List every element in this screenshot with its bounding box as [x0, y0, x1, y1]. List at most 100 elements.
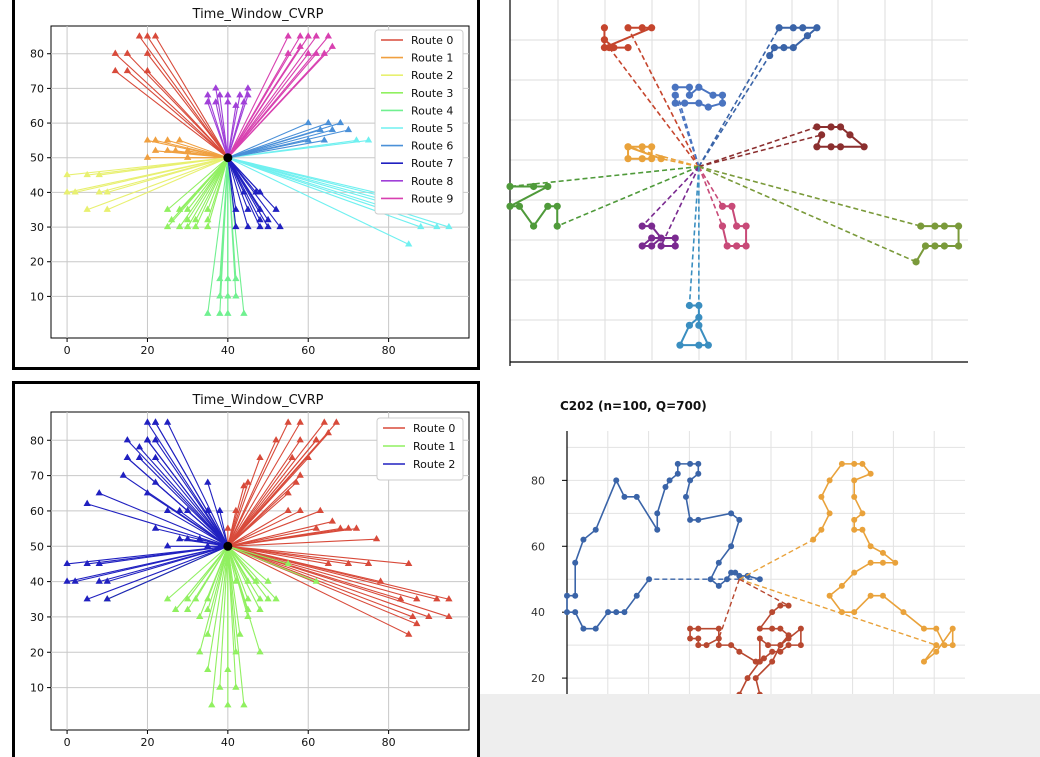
- customer-point: [760, 655, 767, 662]
- customer-point: [605, 44, 613, 52]
- customer-point: [687, 477, 694, 484]
- route-edge: [139, 457, 229, 547]
- route-edge: [86, 157, 229, 211]
- customer-point: [572, 592, 579, 599]
- customer-point: [324, 429, 332, 436]
- customer-point: [600, 36, 609, 44]
- customer-point: [867, 559, 874, 566]
- customer-point: [715, 625, 722, 632]
- route-edge: [207, 157, 229, 210]
- customer-point: [580, 625, 587, 632]
- customer-point: [324, 118, 332, 126]
- customer-point: [695, 321, 703, 329]
- route-edge: [227, 129, 333, 159]
- customer-point: [103, 188, 111, 195]
- customer-point: [324, 32, 332, 39]
- customer-point: [192, 222, 200, 230]
- route-edge: [227, 139, 325, 159]
- depot-marker: [223, 153, 233, 163]
- route-edge: [227, 545, 269, 583]
- customer-point: [867, 592, 874, 599]
- route-edge: [211, 546, 229, 706]
- customer-point: [657, 234, 665, 242]
- customer-point: [638, 24, 646, 32]
- customer-point: [530, 182, 538, 191]
- customer-point: [216, 506, 224, 514]
- route-edge: [147, 36, 229, 159]
- customer-point: [151, 32, 160, 39]
- customer-point: [671, 242, 679, 250]
- depot-connector: [509, 165, 699, 188]
- customer-point: [638, 143, 646, 151]
- customer-point: [364, 136, 373, 143]
- customer-point: [224, 98, 232, 105]
- customer-point: [103, 595, 111, 602]
- customer-point: [244, 595, 252, 602]
- route-edge: [86, 545, 229, 600]
- customer-point: [256, 605, 264, 612]
- customer-point: [765, 642, 772, 649]
- route-edge: [167, 545, 229, 600]
- customer-point: [836, 143, 845, 151]
- route-edge: [227, 545, 249, 582]
- customer-point: [633, 592, 640, 599]
- customer-point: [244, 605, 252, 612]
- route-series: [204, 84, 252, 158]
- customer-point: [296, 436, 304, 443]
- route-edge: [227, 157, 450, 228]
- depot-connector: [718, 578, 740, 639]
- customer-point: [204, 98, 212, 105]
- customer-point: [838, 582, 845, 589]
- route-edge: [227, 510, 321, 547]
- customer-point: [304, 453, 312, 461]
- customer-point: [216, 683, 224, 690]
- customer-point: [826, 477, 833, 484]
- customer-point: [818, 131, 826, 139]
- route-edge: [227, 545, 277, 600]
- route-edge: [155, 139, 228, 159]
- customer-point: [648, 242, 656, 250]
- customer-point: [707, 576, 714, 583]
- customer-point: [654, 510, 661, 517]
- customer-point: [931, 222, 939, 230]
- route-edge: [227, 157, 269, 228]
- customer-point: [272, 595, 280, 602]
- customer-point: [733, 242, 741, 250]
- customer-point: [838, 460, 845, 467]
- customer-point: [826, 510, 833, 517]
- route-edge: [199, 546, 229, 653]
- route-edge: [227, 157, 249, 228]
- route-edge: [147, 439, 229, 547]
- route-series: [671, 83, 727, 167]
- route-edge: [227, 122, 329, 159]
- route-edge: [187, 545, 229, 600]
- customer-point: [687, 516, 694, 523]
- customer-point: [685, 301, 694, 310]
- customer-point: [135, 32, 144, 39]
- customer-point: [103, 577, 111, 584]
- customer-point: [232, 506, 240, 514]
- customer-point: [224, 524, 232, 531]
- customer-point: [657, 155, 665, 163]
- legend-label: Route 3: [411, 87, 453, 100]
- customer-point: [671, 99, 679, 107]
- route-edge: [155, 422, 229, 547]
- customer-point: [912, 258, 920, 266]
- customer-point: [724, 576, 731, 583]
- customer-point: [264, 215, 272, 223]
- customer-point: [296, 32, 304, 39]
- depot-connector: [660, 166, 700, 247]
- customer-point: [920, 625, 927, 632]
- customer-point: [143, 436, 152, 443]
- customer-point: [445, 222, 453, 230]
- customer-point: [143, 32, 152, 39]
- route-series: [204, 157, 248, 316]
- customer-point: [135, 453, 144, 461]
- depot-connector: [738, 578, 789, 607]
- route-series: [687, 578, 804, 731]
- route-edge: [207, 102, 229, 158]
- customer-point: [111, 66, 119, 74]
- customer-point: [288, 453, 296, 461]
- customer-point: [284, 32, 292, 39]
